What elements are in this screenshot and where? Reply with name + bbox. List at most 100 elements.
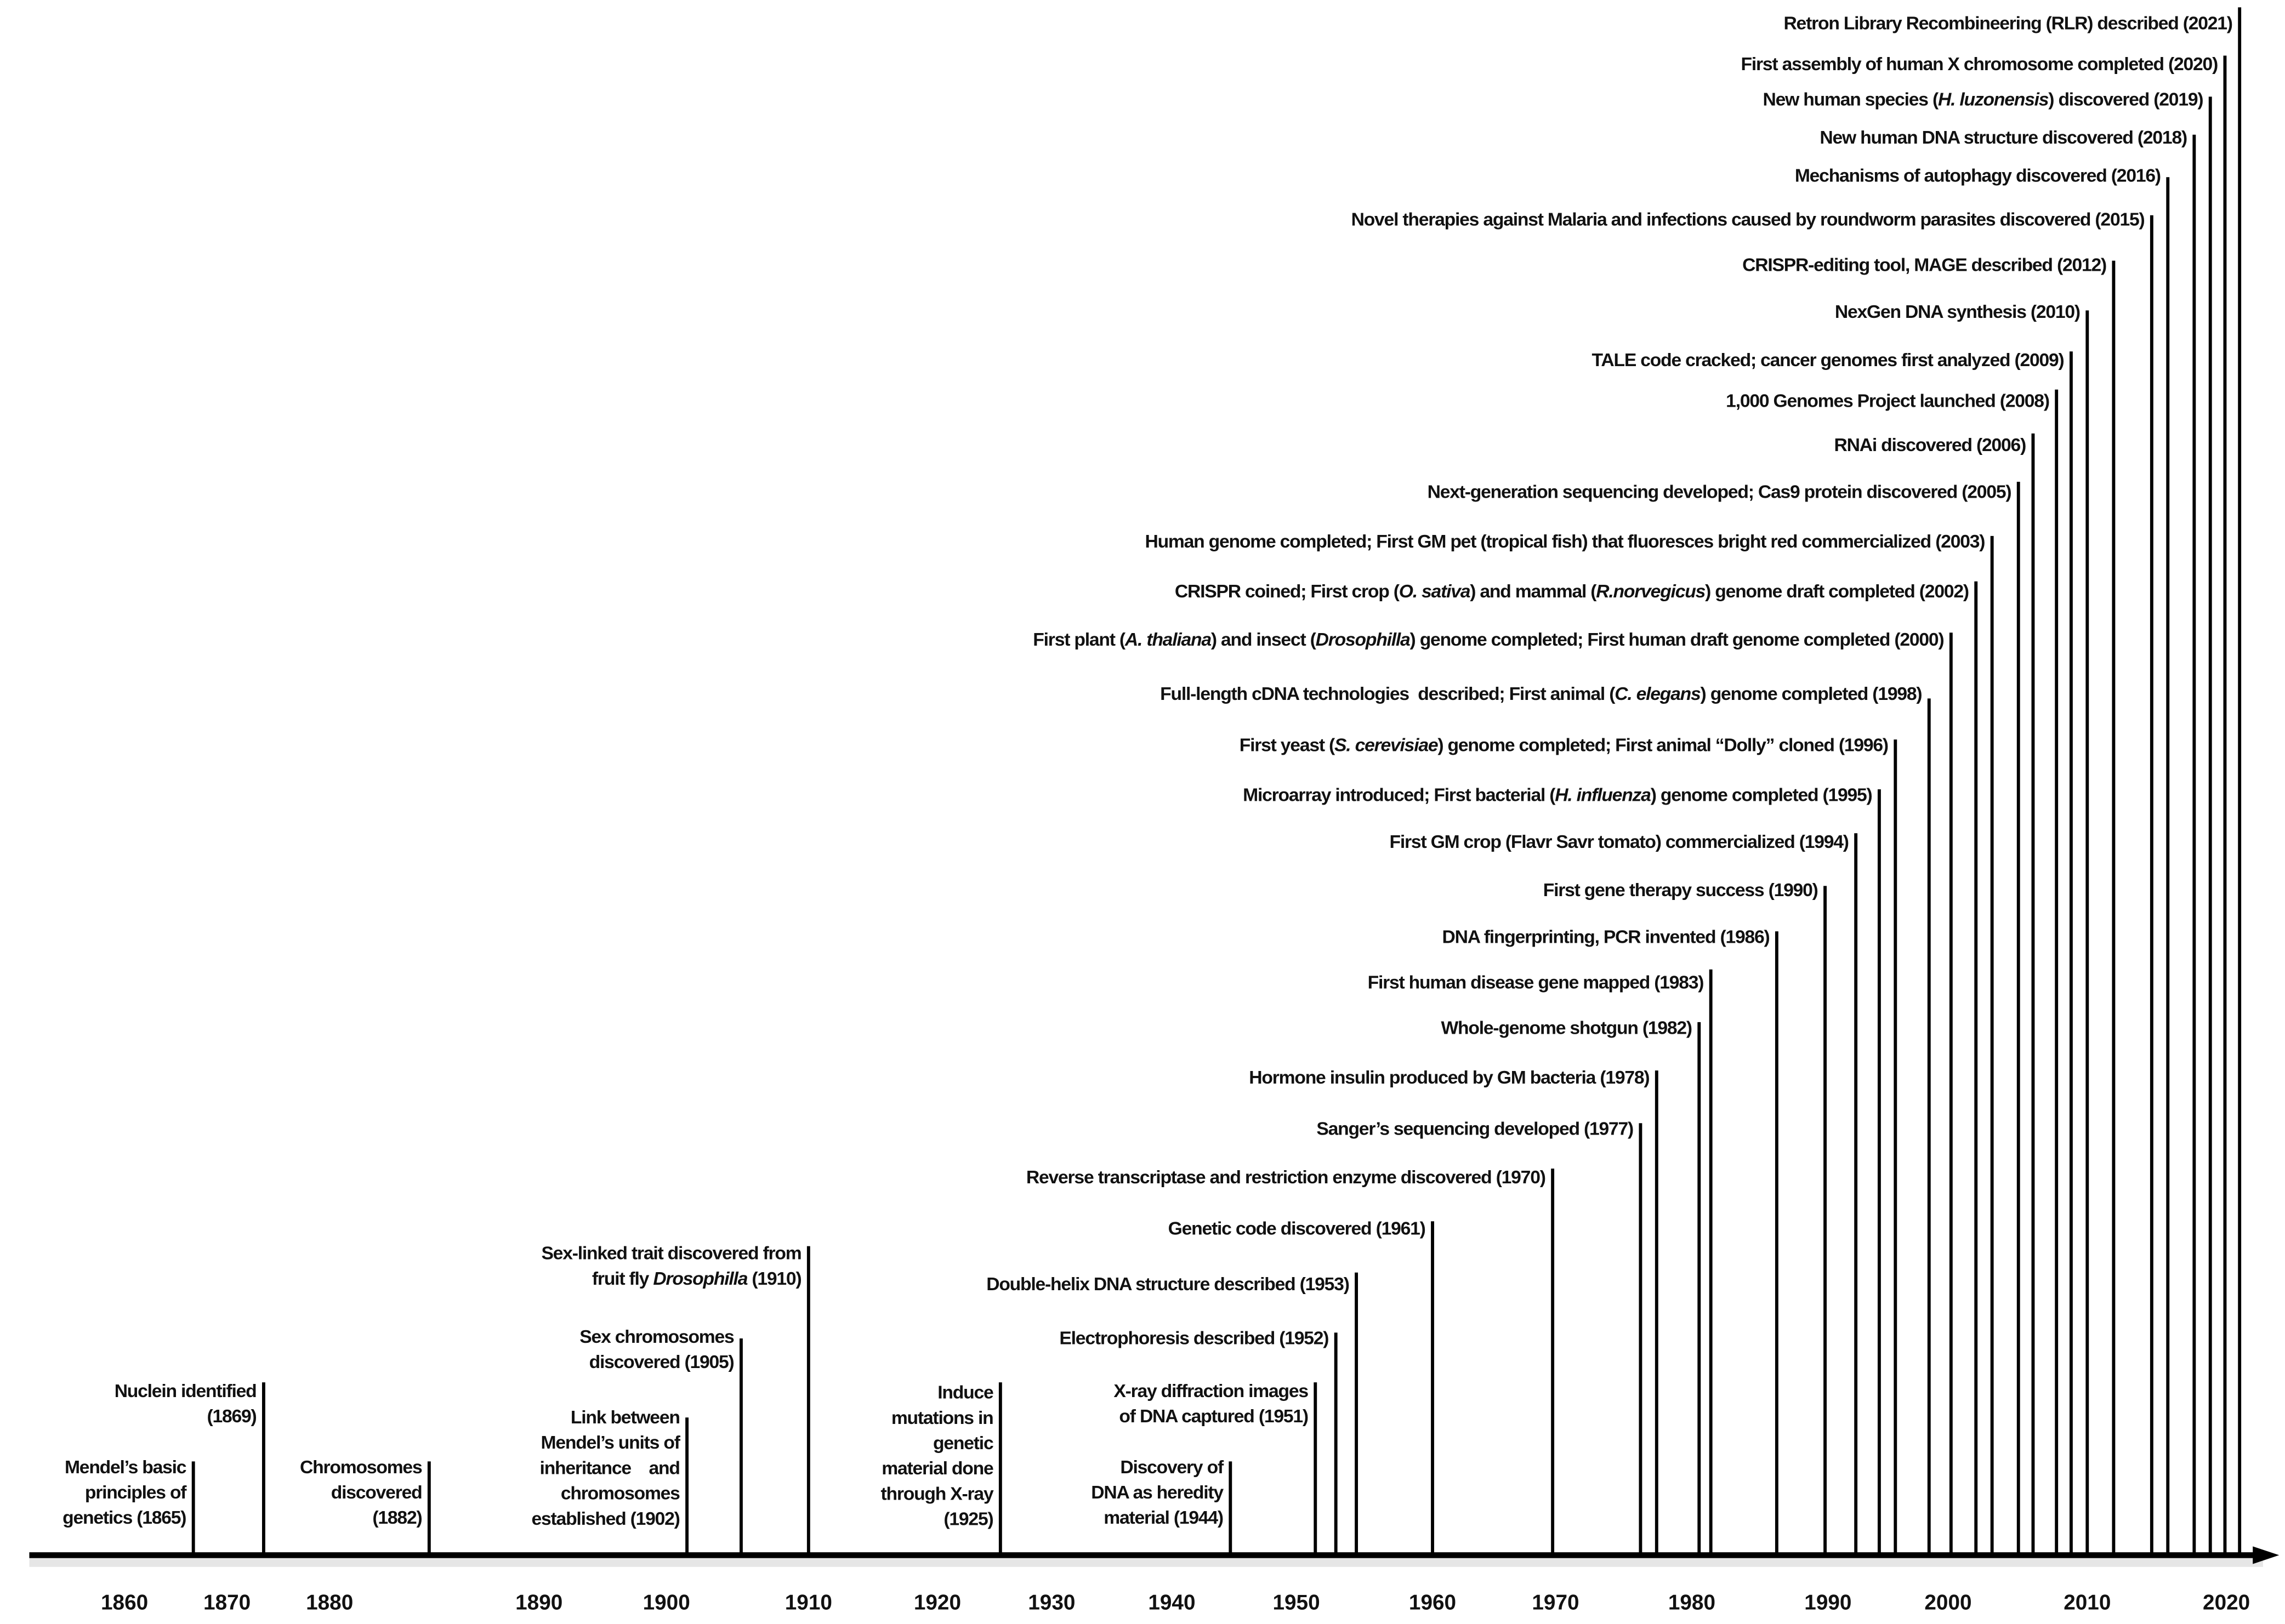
event-label-segment: genetics (1865) xyxy=(62,1508,186,1528)
axis-tick-label: 1940 xyxy=(1148,1591,1195,1614)
event-label-segment: Mendel’s units of xyxy=(541,1433,681,1453)
event-label-segment: material done xyxy=(882,1458,993,1479)
axis-tick-label: 1920 xyxy=(914,1591,961,1614)
event-label: X-ray diffraction images xyxy=(1113,1381,1308,1401)
axis-tick-label: 1990 xyxy=(1804,1591,1851,1614)
event-label-segment: material (1944) xyxy=(1104,1508,1223,1528)
timeline-event: 1,000 Genomes Project launched (2008) xyxy=(1726,389,2059,1555)
timeline-event: Double-helix DNA structure described (19… xyxy=(986,1272,1359,1555)
event-label: Hormone insulin produced by GM bacteria … xyxy=(1249,1068,1649,1088)
event-label-segment: ) and insect ( xyxy=(1211,630,1317,650)
event-label: Link between xyxy=(571,1408,680,1428)
event-label: Induce xyxy=(937,1383,993,1403)
event-label: First assembly of human X chromosome com… xyxy=(1741,54,2218,75)
event-label: Full-length cDNA technologies described;… xyxy=(1160,684,1922,704)
axis-tick-label: 1950 xyxy=(1272,1591,1320,1614)
timeline-event: Microarray introduced; First bacterial (… xyxy=(1243,785,1881,1555)
event-label-segment: Mechanisms of autophagy discovered (2016… xyxy=(1795,166,2161,186)
event-label-segment: NexGen DNA synthesis (2010) xyxy=(1835,302,2080,322)
event-label: Sex chromosomes xyxy=(579,1327,734,1347)
event-label-segment: mutations in xyxy=(891,1408,993,1428)
event-label-segment: DNA fingerprinting, PCR invented (1986) xyxy=(1442,927,1770,948)
event-label-italic: H. influenza xyxy=(1555,785,1651,805)
timeline-event: Discovery of DNA as heredity material (194… xyxy=(1091,1457,1232,1555)
event-label-segment: Next-generation sequencing developed; Ca… xyxy=(1428,482,2011,502)
event-label-segment: TALE code cracked; cancer genomes first … xyxy=(1592,350,2064,371)
event-label: Genetic code discovered (1961) xyxy=(1168,1218,1425,1239)
event-label-segment: discovered (1905) xyxy=(589,1352,734,1372)
event-label-segment: Genetic code discovered (1961) xyxy=(1168,1218,1425,1239)
event-label-segment: New human species ( xyxy=(1763,89,1939,110)
event-label-italic: A. thaliana xyxy=(1124,630,1211,650)
timeline-event: RNAi discovered (2006) xyxy=(1834,433,2035,1555)
event-label-segment: established (1902) xyxy=(532,1509,680,1529)
event-label-segment: Induce xyxy=(937,1383,993,1403)
timeline-event: Sex-linked trait discovered from fruit fl… xyxy=(541,1244,810,1555)
event-label: genetic xyxy=(933,1433,993,1454)
event-label-segment: Sex-linked trait discovered from xyxy=(541,1244,801,1264)
event-label: principles of xyxy=(85,1483,187,1503)
timeline-event: Full-length cDNA technologies described;… xyxy=(1160,684,1931,1555)
event-label: Whole-genome shotgun (1982) xyxy=(1441,1018,1691,1038)
axis-arrow-icon xyxy=(2253,1546,2280,1564)
timeline-event: Link between Mendel’s units of inheritance… xyxy=(532,1408,689,1555)
event-label: CRISPR-editing tool, MAGE described (201… xyxy=(1742,255,2106,275)
axis-tick-label: 2010 xyxy=(2064,1591,2111,1614)
axis-tick-label: 1880 xyxy=(306,1591,353,1614)
timeline-event: New human species (H. luzonensis) discov… xyxy=(1763,89,2212,1555)
event-label-segment: chromosomes xyxy=(561,1484,680,1504)
timeline-event: Novel therapies against Malaria and infe… xyxy=(1351,209,2153,1555)
event-label: Sanger’s sequencing developed (1977) xyxy=(1316,1119,1633,1139)
event-label-segment: ) genome completed; First animal “Dolly”… xyxy=(1437,736,1888,756)
event-label: (1869) xyxy=(207,1406,256,1427)
event-label-segment: ) genome completed (1998) xyxy=(1701,684,1922,704)
event-label: TALE code cracked; cancer genomes first … xyxy=(1592,350,2064,371)
event-label: First GM crop (Flavr Savr tomato) commer… xyxy=(1390,832,1849,852)
event-label: First gene therapy success (1990) xyxy=(1543,880,1818,901)
event-label-italic: R.norvegicus xyxy=(1596,582,1705,602)
event-label-segment: ) genome draft completed (2002) xyxy=(1705,582,1969,602)
timeline-event: Nuclein identified (1869) xyxy=(115,1381,265,1555)
event-label: of DNA captured (1951) xyxy=(1119,1406,1308,1427)
event-label: New human species (H. luzonensis) discov… xyxy=(1763,89,2203,110)
axis-tick-label: 1980 xyxy=(1668,1591,1715,1614)
event-label: inheritance and xyxy=(540,1458,680,1478)
event-label-segment: Discovery of xyxy=(1120,1457,1224,1478)
axis-tick-label: 1910 xyxy=(785,1591,832,1614)
event-label: discovered (1905) xyxy=(589,1352,734,1372)
axis-tick-label: 1970 xyxy=(1532,1591,1579,1614)
event-label: Mendel’s units of xyxy=(541,1433,681,1453)
timeline-event: Next-generation sequencing developed; Ca… xyxy=(1428,482,2020,1555)
event-label: material (1944) xyxy=(1104,1508,1223,1528)
event-label-segment: CRISPR coined; First crop ( xyxy=(1175,582,1400,602)
timeline-event: Sex chromosomes discovered (1905) xyxy=(579,1327,743,1555)
axis-tick-label: 2000 xyxy=(1924,1591,1971,1614)
event-label-segment: Human genome completed; First GM pet (tr… xyxy=(1145,532,1985,552)
event-label: established (1902) xyxy=(532,1509,680,1529)
event-label-italic: O. sativa xyxy=(1399,582,1470,602)
event-label-segment: principles of xyxy=(85,1483,187,1503)
event-label-segment: Whole-genome shotgun (1982) xyxy=(1441,1018,1691,1038)
timeline-event: First assembly of human X chromosome com… xyxy=(1741,54,2227,1555)
event-label-segment: Mendel’s basic xyxy=(65,1457,186,1478)
event-label-segment: Chromosomes xyxy=(300,1457,422,1478)
axis-tick-label: 1900 xyxy=(643,1591,690,1614)
axis-tick-label: 1930 xyxy=(1028,1591,1075,1614)
timeline-event: New human DNA structure discovered (2018… xyxy=(1820,128,2196,1555)
timeline-event: Retron Library Recombineering (RLR) desc… xyxy=(1783,7,2242,1555)
timeline-event: CRISPR coined; First crop (O. sativa ) an… xyxy=(1175,581,1978,1555)
event-label-segment: Microarray introduced; First bacterial ( xyxy=(1243,785,1556,805)
event-label-italic: S. cerevisiae xyxy=(1334,736,1438,756)
event-label-segment: New human DNA structure discovered (2018… xyxy=(1820,128,2187,148)
event-label: First plant (A. thaliana) and insect (Dr… xyxy=(1033,630,1943,650)
event-label: Nuclein identified xyxy=(115,1381,257,1401)
timeline-event: TALE code cracked; cancer genomes first … xyxy=(1592,350,2073,1555)
event-label-segment: of DNA captured (1951) xyxy=(1119,1406,1308,1427)
axis-tick-label: 1960 xyxy=(1409,1591,1456,1614)
event-label-segment: X-ray diffraction images xyxy=(1113,1381,1308,1401)
axis-tick-label: 1860 xyxy=(101,1591,148,1614)
timeline-event: Whole-genome shotgun (1982) xyxy=(1441,1018,1701,1555)
event-label: First human disease gene mapped (1983) xyxy=(1368,972,1704,993)
